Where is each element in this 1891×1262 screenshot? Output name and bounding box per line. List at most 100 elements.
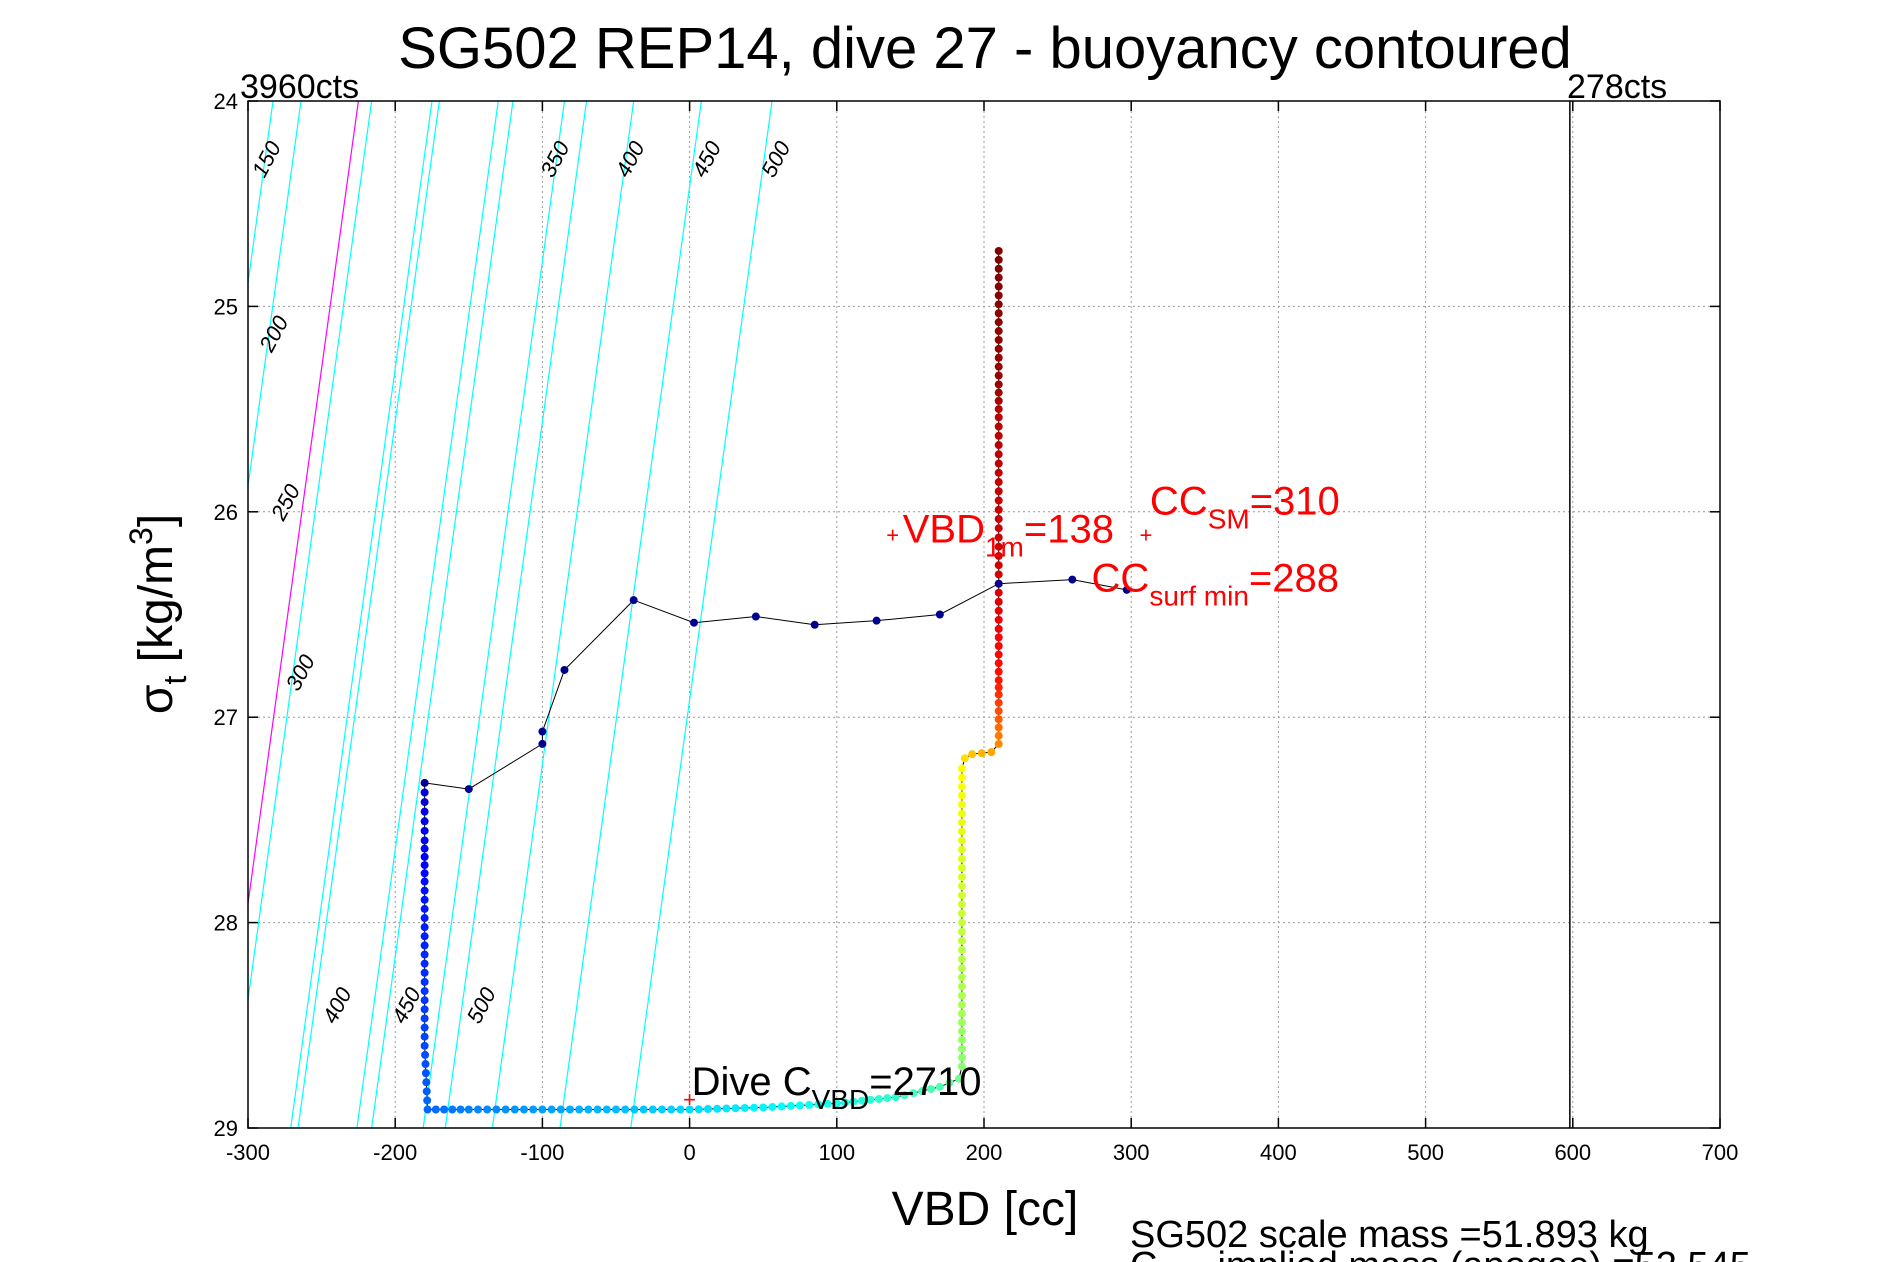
descent-point: [994, 282, 1003, 291]
descent-point: [420, 1032, 429, 1041]
descent-point: [421, 1069, 430, 1078]
descent-point: [874, 1094, 883, 1103]
descent-point: [900, 1091, 909, 1100]
contour-line: [559, 101, 702, 1128]
descent-point: [994, 353, 1003, 362]
descent-point: [474, 1105, 482, 1114]
contour-line: [297, 101, 440, 1128]
footer-implied-mass-main: C: [1130, 1245, 1157, 1262]
descent-point: [593, 1105, 602, 1114]
descent-point: [957, 936, 966, 945]
contour-line: [248, 101, 373, 1005]
annotation-vbd-1m-sub: 1m: [985, 531, 1024, 562]
descent-point: [420, 844, 429, 853]
descent-point: [423, 1096, 432, 1105]
descent-point: [420, 807, 429, 816]
annotation-cc-surf-min-main: CC: [1092, 556, 1150, 600]
descent-point: [994, 723, 1003, 732]
descent-point: [957, 1009, 966, 1018]
descent-point: [994, 561, 1003, 570]
descent-point: [994, 362, 1003, 371]
descent-point: [805, 1100, 814, 1109]
descent-point: [994, 388, 1003, 397]
y-axis-label-rest: [kg/m: [130, 545, 183, 676]
x-tick-label: 0: [683, 1140, 695, 1165]
y-axis-label-sub: t: [157, 676, 193, 685]
descent-point: [602, 1105, 611, 1114]
descent-point: [994, 542, 1003, 551]
descent-point: [994, 264, 1003, 273]
descent-point: [420, 996, 429, 1005]
descent-point: [935, 1082, 944, 1091]
descent-point: [957, 909, 966, 918]
contour-line: [248, 101, 302, 491]
descent-point: [994, 659, 1003, 668]
descent-point: [786, 1101, 795, 1110]
descent-point: [501, 1105, 510, 1114]
y-axis-ticks: 24 25 26 27 28 29: [214, 89, 1720, 1141]
descent-point: [957, 836, 966, 845]
descent-point: [420, 836, 429, 845]
descent-point: [483, 1105, 492, 1114]
descent-point: [621, 1105, 630, 1114]
descent-point: [420, 904, 429, 913]
descent-point: [464, 1105, 473, 1114]
x-axis-ticks: -300 -200 -100 0 100 200 300 400 500 600 700: [226, 101, 1738, 1165]
x-tick-label: 400: [1260, 1140, 1297, 1165]
y-tick-label: 25: [214, 294, 238, 319]
descent-point: [957, 973, 966, 982]
descent-point: [994, 667, 1003, 676]
descent-point: [957, 900, 966, 909]
descent-point: [960, 754, 969, 763]
dive-paths: [420, 246, 1131, 1114]
descent-point: [954, 1074, 963, 1083]
descent-point: [422, 1087, 431, 1096]
descent-point: [750, 1103, 758, 1112]
descent-point: [957, 1018, 966, 1027]
descent-point: [685, 1105, 694, 1114]
descent-point: [994, 300, 1003, 309]
descent-point: [994, 570, 1003, 579]
descent-point: [957, 1053, 966, 1062]
descent-point: [994, 624, 1003, 633]
contour-line: [444, 101, 588, 1128]
descent-point: [994, 676, 1003, 685]
contour-line: [290, 101, 433, 1128]
annotation-cc-sm-value: =310: [1250, 479, 1340, 523]
descent-point: [768, 1102, 777, 1111]
descent-point: [994, 441, 1003, 450]
annotation-cc-surf-min-sub: surf min: [1149, 580, 1249, 611]
descent-point: [994, 380, 1003, 389]
descent-point: [492, 1105, 501, 1114]
descent-point: [957, 854, 966, 863]
descent-point: [420, 798, 429, 807]
descent-point: [957, 1000, 966, 1009]
descent-point: [957, 773, 966, 782]
descent-point: [420, 923, 429, 932]
footer-scale-mass: SG502 scale mass =51.893 kg: [1130, 1214, 1649, 1256]
descent-point: [421, 1050, 430, 1059]
descent-point: [667, 1105, 676, 1114]
descent-point: [420, 869, 429, 878]
descent-point: [849, 1097, 858, 1106]
descent-point: [994, 468, 1003, 477]
descent-point: [957, 991, 966, 1000]
corner-label-right: 278cts: [1567, 68, 1667, 106]
descent-point: [957, 809, 966, 818]
descent-point: [547, 1105, 556, 1114]
descent-point: [994, 396, 1003, 405]
descent-point: [994, 487, 1003, 496]
annotation-cc-sm: CCSM=310: [1150, 479, 1340, 534]
descent-point: [994, 422, 1003, 431]
y-tick-label: 27: [214, 705, 238, 730]
ascent-point: [1068, 575, 1077, 584]
descent-point: [740, 1103, 749, 1112]
y-tick-label: 26: [214, 500, 238, 525]
descent-point: [694, 1105, 703, 1114]
contour-line: [248, 101, 274, 288]
descent-point: [420, 788, 429, 797]
y-axis-label-sup: 3: [123, 527, 159, 545]
ascent-point: [994, 579, 1003, 588]
descent-point: [630, 1105, 639, 1114]
